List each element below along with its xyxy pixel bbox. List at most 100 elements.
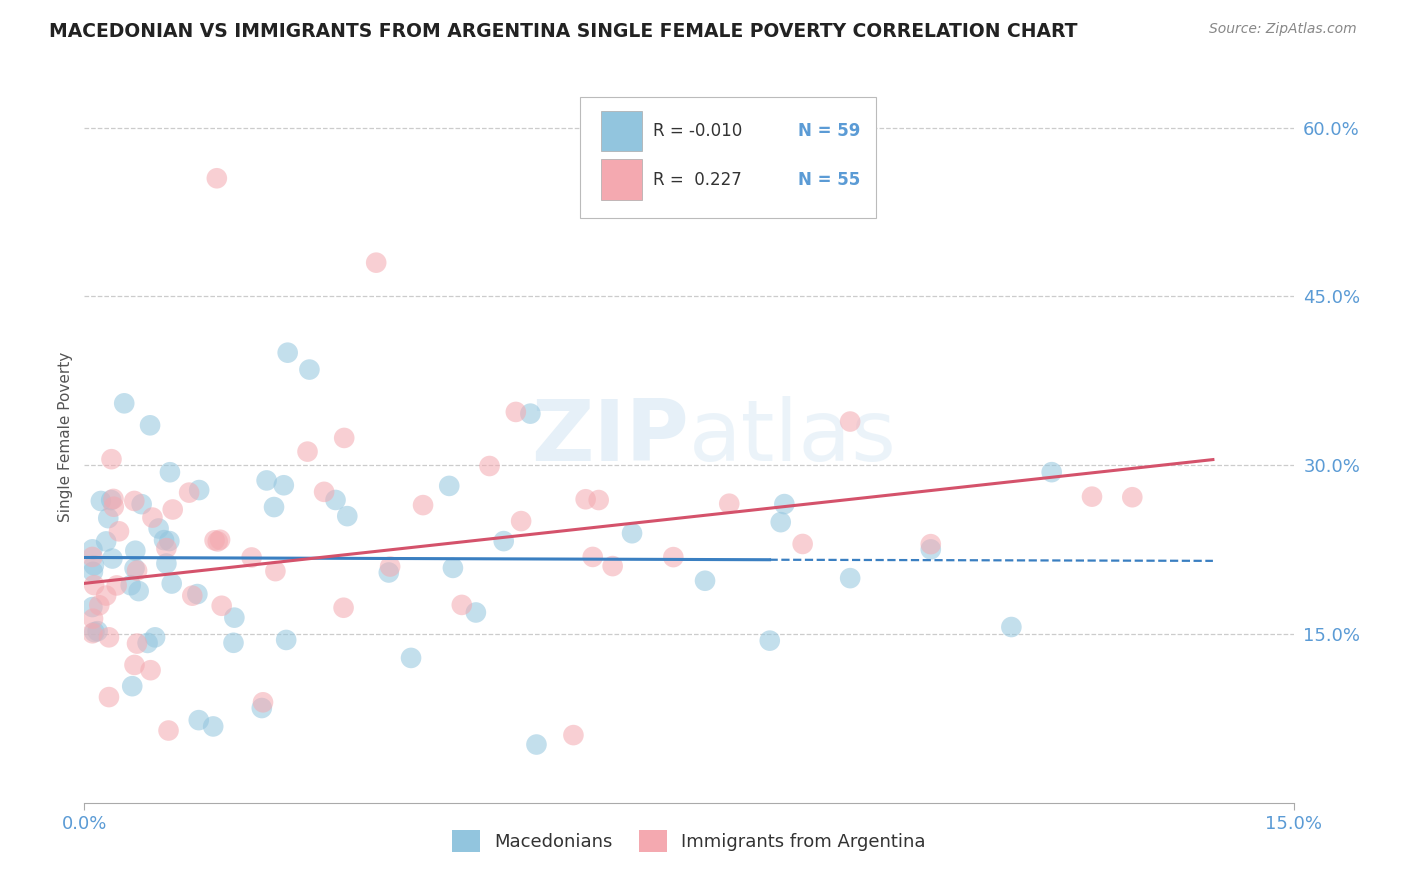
Point: [207, 534, 229, 549]
Point: [276, 632, 298, 647]
FancyBboxPatch shape: [581, 97, 876, 218]
Point: [125, 637, 148, 651]
Text: Source: ZipAtlas.com: Source: ZipAtlas.com: [1209, 22, 1357, 37]
Point: [839, 571, 862, 585]
Point: [224, 610, 246, 624]
Point: [105, 578, 128, 592]
Point: [155, 541, 177, 555]
Point: [562, 728, 585, 742]
Point: [211, 599, 233, 613]
Point: [205, 171, 228, 186]
Point: [124, 561, 146, 575]
Legend: Macedonians, Immigrants from Argentina: Macedonians, Immigrants from Argentina: [446, 823, 932, 860]
Point: [159, 465, 181, 479]
Point: [141, 510, 163, 524]
Point: [441, 561, 464, 575]
Point: [128, 584, 150, 599]
Point: [839, 415, 862, 429]
Point: [83, 625, 105, 640]
Point: [121, 679, 143, 693]
Point: [575, 492, 598, 507]
Point: [112, 396, 135, 410]
Text: atlas: atlas: [689, 395, 897, 479]
Point: [582, 549, 605, 564]
Point: [378, 559, 401, 574]
Point: [920, 537, 942, 551]
Point: [792, 537, 814, 551]
Point: [273, 478, 295, 492]
Point: [297, 444, 319, 458]
Point: [160, 576, 183, 591]
Point: [325, 493, 347, 508]
Text: N = 55: N = 55: [797, 170, 860, 188]
Point: [256, 474, 278, 488]
Point: [188, 483, 211, 497]
Point: [336, 509, 359, 524]
Point: [264, 564, 287, 578]
Bar: [600, 112, 641, 152]
Point: [602, 559, 624, 574]
Point: [124, 657, 146, 672]
Point: [143, 631, 166, 645]
Point: [100, 493, 122, 508]
Point: [83, 578, 105, 592]
Point: [103, 500, 125, 514]
Point: [139, 418, 162, 433]
Point: [332, 600, 354, 615]
Point: [153, 533, 176, 548]
Point: [124, 494, 146, 508]
Point: [100, 452, 122, 467]
Point: [186, 587, 208, 601]
Point: [464, 606, 486, 620]
Point: [108, 524, 131, 539]
Point: [162, 502, 184, 516]
Point: [399, 651, 422, 665]
Point: [148, 521, 170, 535]
Point: [450, 598, 472, 612]
Point: [82, 542, 104, 557]
Point: [82, 626, 104, 640]
Point: [510, 514, 533, 528]
Point: [588, 493, 610, 508]
Point: [333, 431, 356, 445]
Point: [139, 663, 162, 677]
Point: [181, 589, 204, 603]
Point: [478, 458, 501, 473]
Point: [240, 550, 263, 565]
Point: [155, 557, 177, 571]
Point: [187, 713, 209, 727]
Point: [1081, 490, 1104, 504]
Point: [1040, 465, 1063, 479]
Point: [82, 600, 104, 615]
Text: R =  0.227: R = 0.227: [652, 170, 741, 188]
Point: [693, 574, 716, 588]
Point: [209, 533, 232, 547]
Point: [96, 589, 118, 603]
Point: [621, 526, 644, 541]
Text: R = -0.010: R = -0.010: [652, 122, 742, 140]
Point: [179, 485, 201, 500]
Point: [222, 636, 245, 650]
Point: [492, 534, 515, 549]
Point: [83, 558, 105, 573]
Point: [86, 624, 108, 639]
Point: [101, 551, 124, 566]
Point: [136, 636, 159, 650]
Point: [131, 497, 153, 511]
Point: [124, 543, 146, 558]
Point: [298, 362, 321, 376]
Point: [1121, 490, 1143, 504]
Point: [82, 565, 104, 579]
Point: [505, 405, 527, 419]
Bar: [600, 160, 641, 200]
Point: [157, 723, 180, 738]
Point: [89, 599, 111, 613]
Point: [120, 578, 142, 592]
Point: [97, 511, 120, 525]
Text: MACEDONIAN VS IMMIGRANTS FROM ARGENTINA SINGLE FEMALE POVERTY CORRELATION CHART: MACEDONIAN VS IMMIGRANTS FROM ARGENTINA …: [49, 22, 1078, 41]
Point: [82, 612, 104, 626]
Point: [920, 542, 942, 557]
Point: [1000, 620, 1022, 634]
Point: [82, 549, 104, 564]
Point: [366, 255, 388, 269]
